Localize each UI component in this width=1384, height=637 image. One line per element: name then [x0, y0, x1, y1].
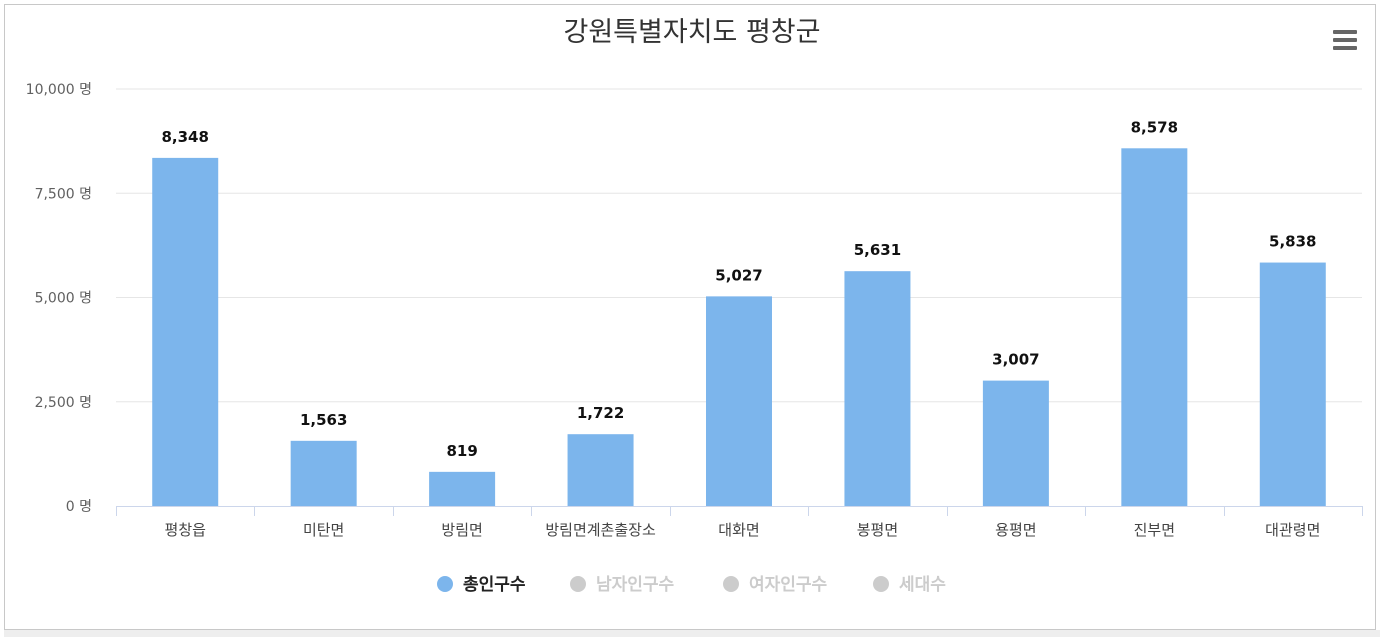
bar[interactable] — [429, 471, 496, 506]
x-tick-label: 방림면 — [441, 521, 482, 539]
x-tick-label: 평창읍 — [165, 521, 206, 539]
x-tick-label: 봉평면 — [857, 521, 898, 539]
data-label: 819 — [446, 442, 477, 460]
legend-marker — [873, 576, 889, 592]
legend-label: 총인구수 — [463, 575, 526, 595]
legend-label: 남자인구수 — [596, 575, 675, 595]
x-tick-label: 용평면 — [995, 521, 1036, 539]
data-label: 8,578 — [1131, 118, 1178, 136]
legend-marker — [437, 576, 453, 592]
y-tick-label: 7,500 명 — [35, 186, 92, 202]
x-tick-label: 대관령면 — [1265, 521, 1320, 539]
y-tick-label: 0 명 — [66, 499, 92, 515]
legend-item[interactable]: 여자인구수 — [723, 575, 828, 595]
legend-marker — [570, 576, 586, 592]
legend: 총인구수 남자인구수 여자인구수 세대수 — [437, 575, 946, 595]
bars — [152, 148, 1326, 506]
data-labels: 8,348 1,563 819 1,722 5,027 5,631 3,007 8,578 5,… — [161, 118, 1316, 460]
y-tick-label: 10,000 명 — [26, 82, 92, 98]
y-axis: 0 명 2,500 명 5,000 명 7,500 명 10,000 명 — [26, 82, 92, 515]
legend-item[interactable]: 세대수 — [873, 575, 946, 595]
bar[interactable] — [982, 380, 1049, 506]
bar[interactable] — [706, 296, 772, 506]
legend-label: 여자인구수 — [749, 575, 828, 595]
legend-marker — [723, 576, 739, 592]
data-label: 5,838 — [1269, 233, 1316, 251]
x-tick-label: 미탄면 — [303, 521, 344, 539]
data-label: 5,027 — [715, 266, 762, 284]
bar[interactable] — [152, 157, 219, 506]
bar[interactable] — [290, 440, 357, 506]
bar[interactable] — [567, 434, 634, 506]
legend-item[interactable]: 총인구수 — [437, 575, 526, 595]
bottom-strip — [4, 630, 1380, 637]
y-tick-label: 2,500 명 — [35, 395, 92, 411]
x-axis: 평창읍 미탄면 방림면 방림면계촌출장소 대화면 봉평면 용평면 진부면 대관령면 — [116, 506, 1363, 539]
data-label: 1,563 — [300, 411, 347, 429]
legend-label: 세대수 — [899, 575, 946, 595]
data-label: 5,631 — [854, 241, 901, 259]
chart-title: 강원특별자치도 평창군 — [564, 17, 821, 48]
bar[interactable] — [1259, 262, 1326, 506]
data-label: 1,722 — [577, 404, 624, 422]
y-tick-label: 5,000 명 — [35, 291, 92, 307]
bar[interactable] — [1121, 148, 1188, 506]
legend-item[interactable]: 남자인구수 — [570, 575, 675, 595]
data-label: 3,007 — [992, 351, 1039, 369]
x-tick-label: 방림면계촌출장소 — [545, 521, 656, 539]
x-tick-label: 대화면 — [718, 521, 759, 539]
x-tick-label: 진부면 — [1134, 521, 1175, 539]
bar[interactable] — [844, 271, 911, 506]
chart-menu-icon[interactable] — [1330, 28, 1360, 52]
data-label: 8,348 — [161, 128, 208, 146]
